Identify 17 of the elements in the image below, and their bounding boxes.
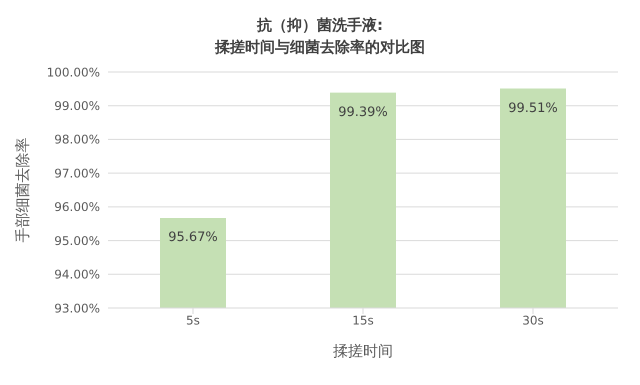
y-tick-label: 100.00% (46, 65, 100, 80)
y-tick-label: 95.00% (54, 234, 100, 248)
y-tick-label: 98.00% (54, 132, 100, 147)
y-axis-title: 手部细菌去除率 (13, 138, 32, 242)
x-tick-label: 15s (352, 314, 374, 328)
y-tick-label: 97.00% (54, 166, 100, 180)
y-tick-label: 99.00% (54, 98, 100, 113)
y-tick-label: 96.00% (54, 200, 100, 214)
x-tick-label: 5s (186, 314, 200, 328)
x-tick-label: 30s (522, 314, 544, 328)
y-tick-label: 94.00% (54, 268, 100, 282)
x-axis-title: 揉搓时间 (333, 342, 393, 360)
chart-title: 抗（抑）菌洗手液: 揉搓时间与细菌去除率的对比图 (214, 15, 426, 58)
data-label: 99.51% (508, 100, 558, 116)
data-label: 99.39% (338, 104, 388, 120)
data-label: 95.67% (168, 230, 218, 246)
y-tick-label: 93.00% (54, 301, 100, 316)
